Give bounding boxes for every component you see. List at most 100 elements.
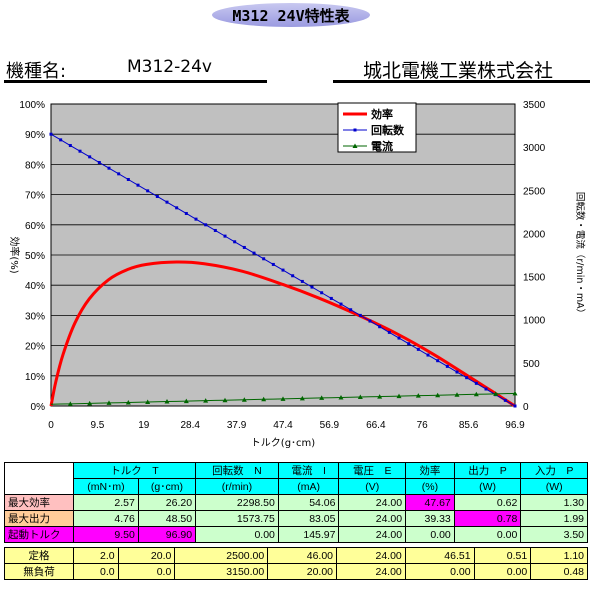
speed-point <box>349 308 353 312</box>
speed-point <box>281 268 285 272</box>
unit-pct: (%) <box>405 478 455 495</box>
speed-point <box>329 296 333 300</box>
model-label: 機種名: <box>6 61 67 82</box>
row-label: 定格 <box>4 547 74 564</box>
y-left-tick-label: 40% <box>25 281 45 292</box>
speed-point <box>474 381 478 385</box>
table-cell: 0.62 <box>453 494 522 511</box>
y-left-tick-label: 20% <box>25 342 45 353</box>
x-tick-label: 56.9 <box>320 420 340 431</box>
speed-point <box>184 211 188 215</box>
speed-point <box>300 279 304 283</box>
speed-point <box>59 138 63 142</box>
table-cell: 47.67 <box>405 494 455 511</box>
y-right-tick-label: 0 <box>523 402 529 413</box>
table-cell: 20.0 <box>117 547 176 564</box>
table-cell: 46.00 <box>267 547 338 564</box>
header-speed: 回転数 N <box>195 462 279 479</box>
current-point <box>280 396 286 401</box>
table-cell: 24.00 <box>336 563 406 580</box>
manufacturer-name: 城北電機工業株式会社 <box>363 60 554 82</box>
current-point <box>145 399 151 405</box>
y-left-axis-label: 効率(%) <box>8 236 21 273</box>
model-value: M312-24v <box>127 57 212 77</box>
speed-point <box>339 302 343 306</box>
table-cell: 20.00 <box>267 563 338 580</box>
table-cell: 3.50 <box>520 526 588 543</box>
y-left-tick-label: 80% <box>25 160 45 171</box>
table-cell: 2500.00 <box>174 547 269 564</box>
row-label: 最大効率 <box>4 494 74 511</box>
current-point <box>396 393 402 399</box>
table-cell: 0.0 <box>73 563 119 580</box>
table-cell: 0.48 <box>530 563 588 580</box>
table-cell: 83.05 <box>277 510 340 527</box>
current-point <box>222 397 228 403</box>
table-cell: 48.50 <box>137 510 197 527</box>
current-point <box>512 390 518 396</box>
row-label: 無負荷 <box>4 563 74 580</box>
table-cell: 39.33 <box>405 510 455 527</box>
table-cell: 0.00 <box>405 526 455 543</box>
speed-point <box>223 234 227 238</box>
current-point <box>377 394 383 399</box>
unit-ma: (mA) <box>277 478 340 495</box>
table-cell: 54.06 <box>277 494 340 511</box>
speed-point <box>194 217 198 221</box>
speed-point <box>397 336 401 340</box>
current-point <box>435 392 441 398</box>
speed-point <box>49 132 53 136</box>
x-tick-label: 28.4 <box>180 420 200 431</box>
speed-point <box>242 245 246 249</box>
x-tick-label: 19 <box>138 420 150 431</box>
current-point <box>106 400 112 405</box>
current-point <box>125 399 131 405</box>
y-left-tick-label: 10% <box>25 372 45 383</box>
y-left-tick-label: 50% <box>25 251 45 262</box>
header-torque: トルク T <box>72 462 197 479</box>
speed-point <box>165 200 169 204</box>
current-point <box>319 395 325 400</box>
speed-point <box>387 330 391 334</box>
speed-point <box>407 342 411 346</box>
speed-point <box>426 353 430 357</box>
table-cell: 0.00 <box>453 526 522 543</box>
legend-marker <box>352 143 358 148</box>
table-cell: 46.51 <box>404 547 475 564</box>
speed-point <box>155 194 159 198</box>
speed-point <box>310 285 314 289</box>
x-tick-label: 76 <box>417 420 429 431</box>
table-cell: 1.30 <box>520 494 588 511</box>
y-right-tick-label: 3000 <box>523 143 546 154</box>
speed-point <box>204 223 208 227</box>
x-tick-label: 96.9 <box>505 420 525 431</box>
header-current: 電流 I <box>277 462 340 479</box>
table-cell: 2.57 <box>73 494 139 511</box>
y-right-tick-label: 3500 <box>523 100 546 111</box>
y-left-tick-label: 30% <box>25 311 45 322</box>
speed-point <box>455 370 459 374</box>
characteristics-chart: 0% 10% 20% 30% 40% 50% 60% 70% 80% 90% 100% 0 500 100… <box>8 100 586 449</box>
maker-underline <box>333 80 590 83</box>
table-cell: 9.50 <box>73 526 139 543</box>
y-left-tick-label: 70% <box>25 191 45 202</box>
speed-point <box>436 359 440 363</box>
speed-point <box>68 144 72 148</box>
speed-point <box>368 319 372 323</box>
x-tick-label: 0 <box>48 420 54 431</box>
rated-table: 定格 2.0 20.0 2500.00 46.00 24.00 46.51 0.51 1.10 無… <box>4 547 588 580</box>
speed-point <box>117 172 121 176</box>
legend-label: 回転数 <box>371 123 405 137</box>
x-tick-label: 47.4 <box>273 420 293 431</box>
header-efficiency: 効率 <box>405 462 455 479</box>
header-output: 出力 P <box>453 462 522 479</box>
speed-point <box>358 313 362 317</box>
speed-point <box>252 251 256 255</box>
current-point <box>87 400 93 406</box>
y-right-tick-label: 1500 <box>523 273 546 284</box>
speed-point <box>513 404 517 408</box>
x-tick-label: 37.9 <box>227 420 247 431</box>
table-cell: 2.0 <box>73 547 119 564</box>
table-cell: 0.51 <box>473 547 532 564</box>
legend-label: 効率 <box>371 107 393 121</box>
